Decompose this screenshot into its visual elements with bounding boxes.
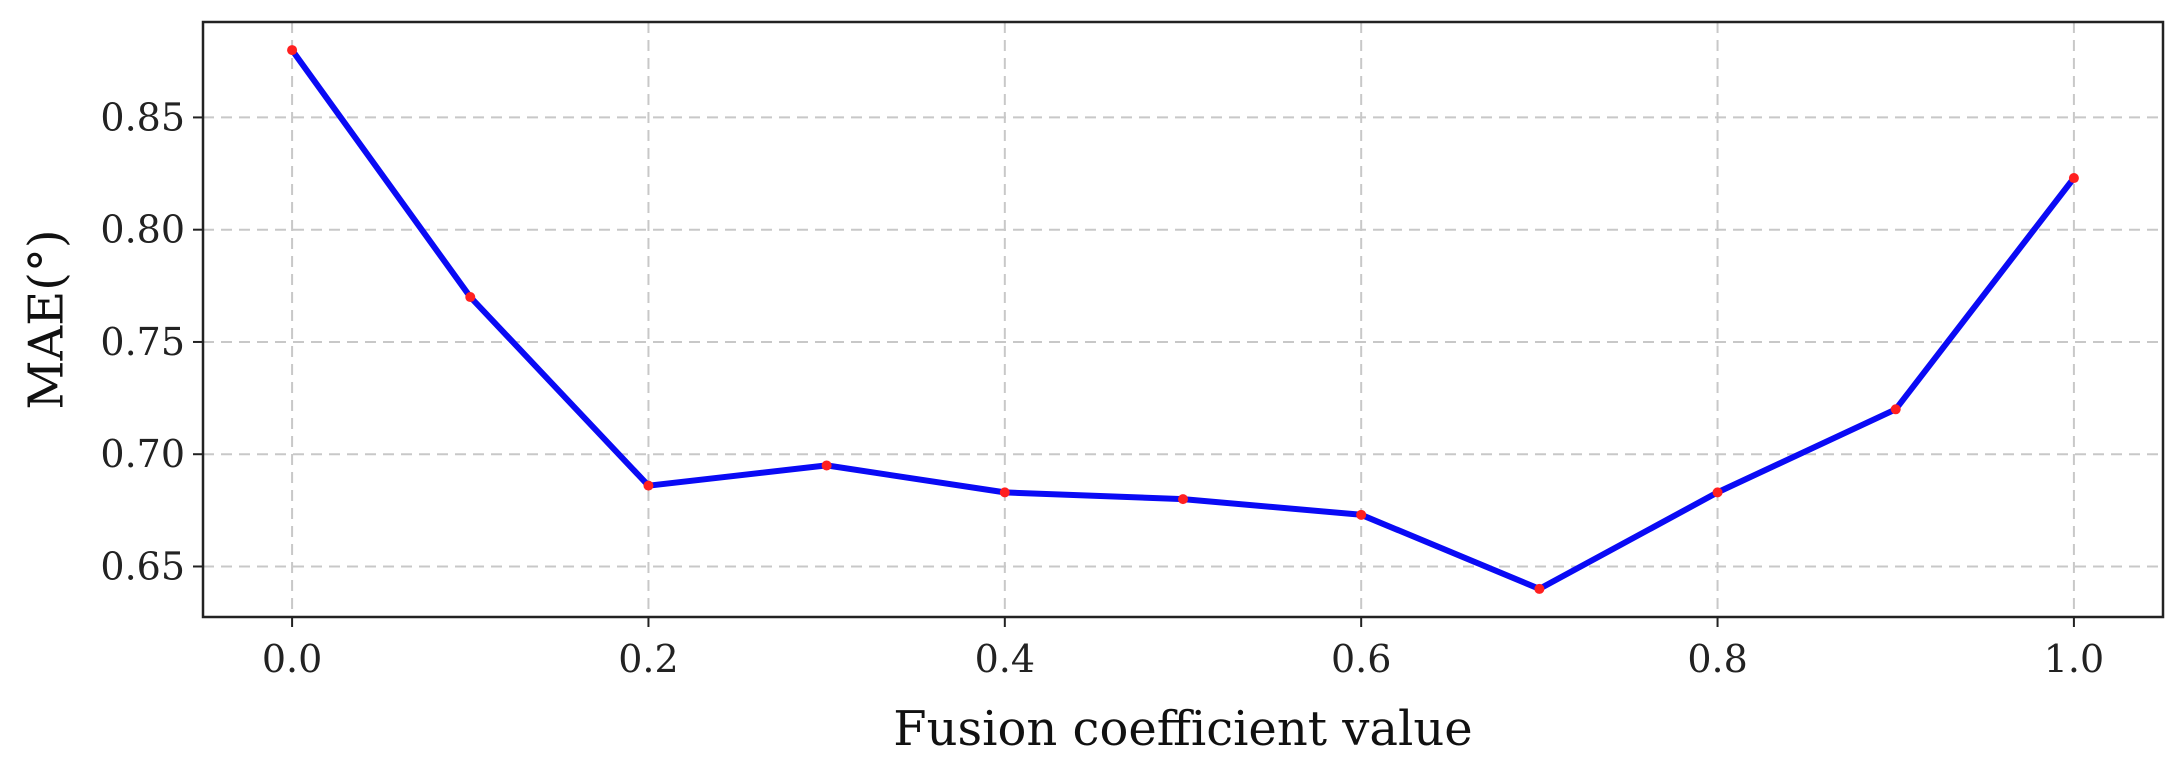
x-tick-label: 0.8: [1687, 637, 1747, 681]
data-point: [2068, 173, 2079, 184]
y-tick-label: 0.70: [100, 432, 185, 476]
x-tick-label: 1.0: [2044, 637, 2104, 681]
data-point: [999, 487, 1010, 498]
grid: [203, 22, 2163, 617]
series-layer: [287, 45, 2079, 594]
x-tick-label: 0.0: [262, 637, 322, 681]
x-tick-label: 0.4: [975, 637, 1035, 681]
axis-ticks: 0.0 0.2 0.4 0.6 0.8 1.0 0.65 0.70 0.75 0.80 0.85: [100, 95, 2104, 681]
y-tick-label: 0.75: [100, 320, 185, 364]
data-point: [643, 480, 654, 491]
x-axis-label: Fusion coefficient value: [893, 701, 1472, 757]
x-tick-label: 0.6: [1331, 637, 1391, 681]
data-point: [821, 460, 832, 471]
data-point: [1890, 404, 1901, 415]
y-axis-label: MAE(°): [19, 229, 75, 409]
x-tick-label: 0.2: [618, 637, 678, 681]
data-point: [287, 45, 298, 56]
y-tick-label: 0.65: [100, 544, 185, 588]
plot-frame: [201, 20, 2165, 619]
y-tick-label: 0.85: [100, 95, 185, 139]
y-tick-label: 0.80: [100, 208, 185, 252]
data-point: [1534, 583, 1545, 594]
data-point: [1178, 494, 1188, 505]
data-point: [1356, 509, 1367, 520]
data-point: [1712, 487, 1723, 498]
data-point: [465, 292, 476, 303]
